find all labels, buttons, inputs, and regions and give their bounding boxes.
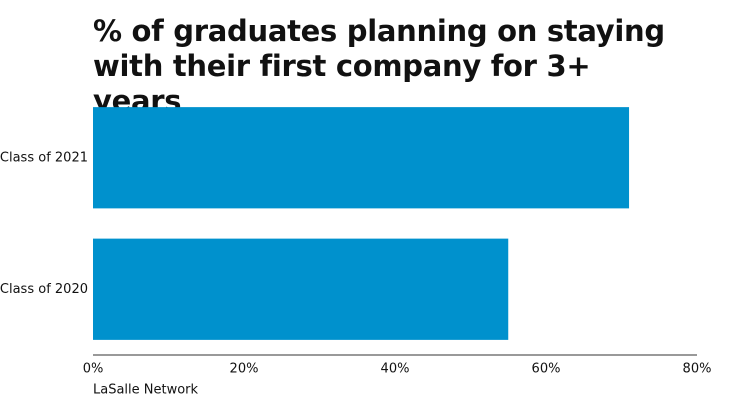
x-tick-label: 20% xyxy=(230,362,259,377)
y-tick-label: Class of 2021 xyxy=(0,150,88,165)
x-tick-label: 80% xyxy=(683,362,712,377)
x-tick-label: 0% xyxy=(83,362,104,377)
chart-title: % of graduates planning on staying with … xyxy=(93,14,665,118)
x-tick-label: 40% xyxy=(381,362,410,377)
bar xyxy=(93,107,630,209)
source: LaSalle Network xyxy=(93,383,199,398)
bar xyxy=(93,238,509,340)
x-tick-label: 60% xyxy=(532,362,561,377)
y-tick-label: Class of 2020 xyxy=(0,282,88,297)
